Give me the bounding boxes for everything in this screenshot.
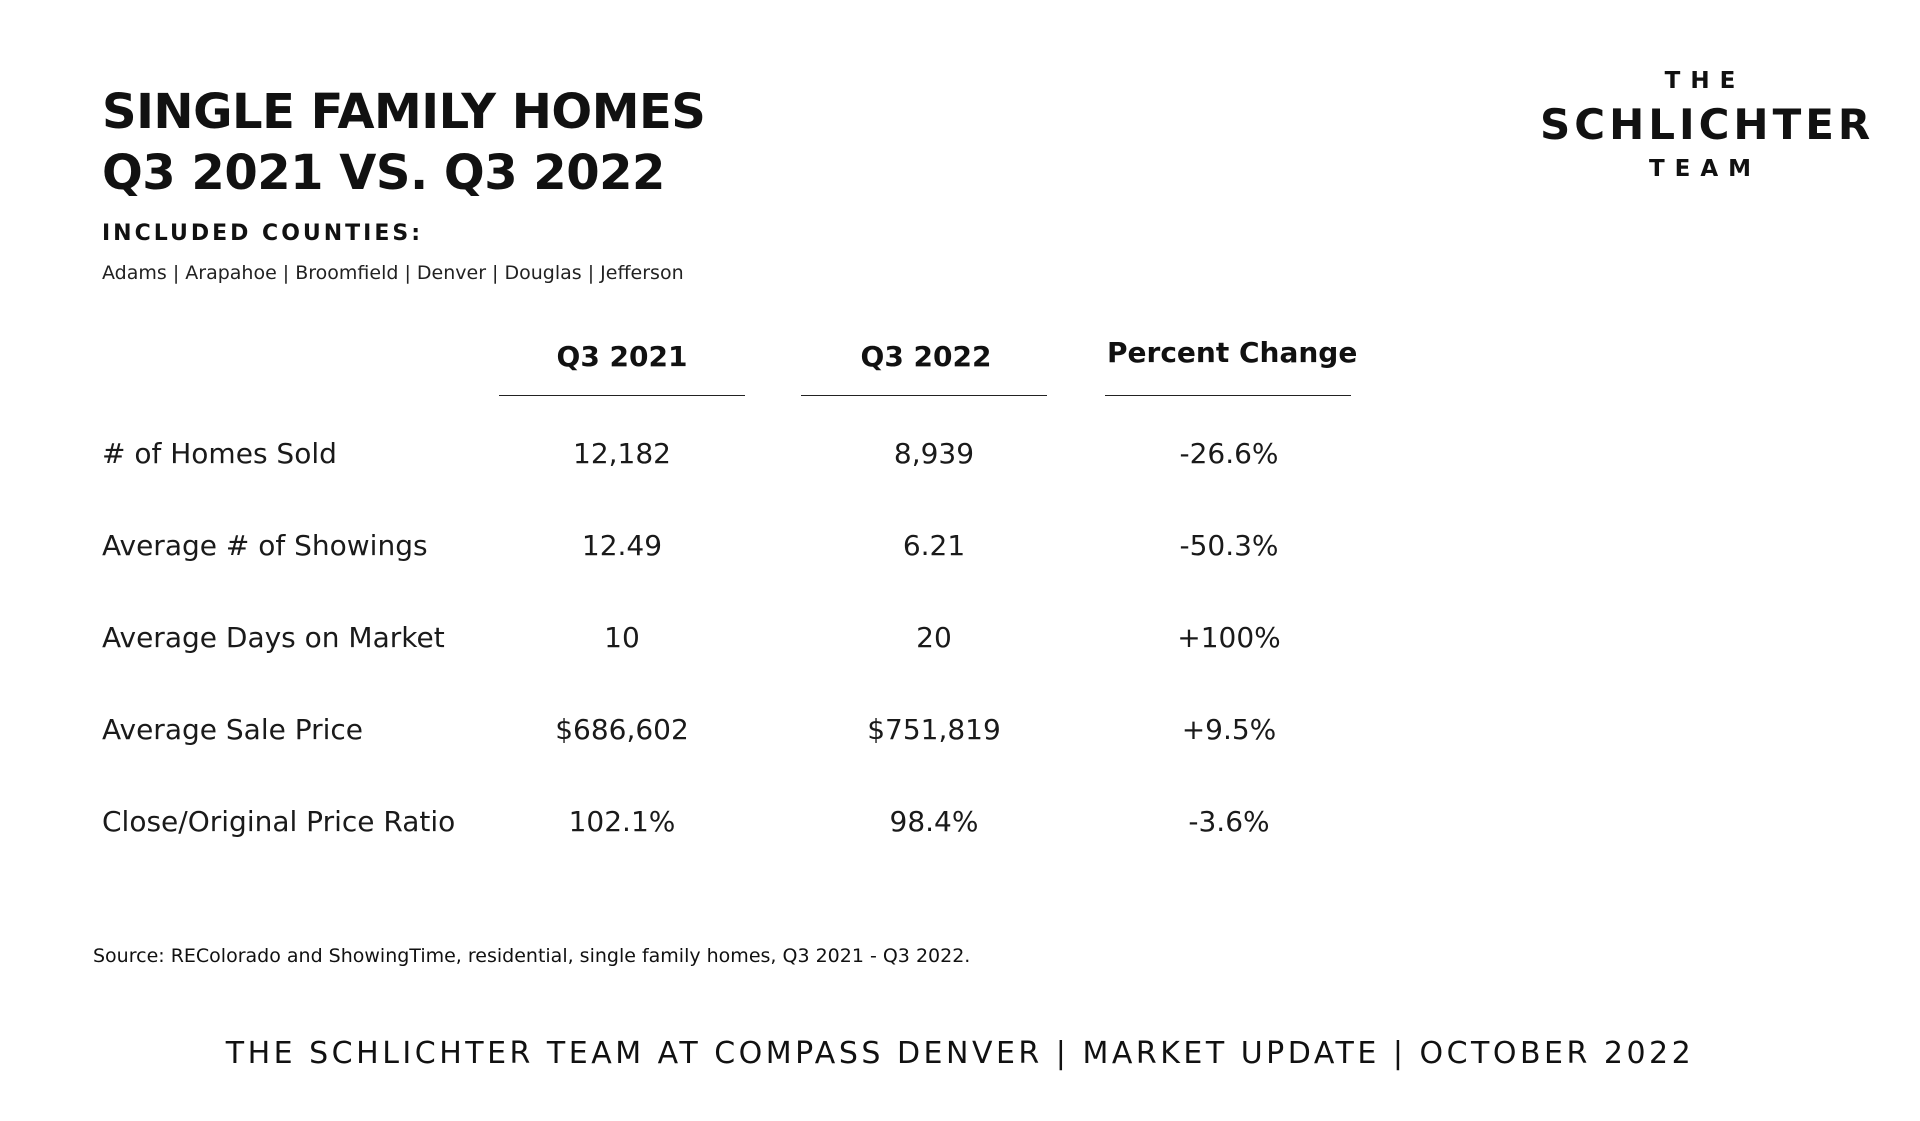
cell-q3-2021: 12.49 — [581, 529, 663, 562]
page-title: SINGLE FAMILY HOMES Q3 2021 VS. Q3 2022 — [102, 82, 706, 204]
column-header-percent-change: Percent Change — [1107, 336, 1358, 369]
cell-percent-change: -3.6% — [1188, 805, 1270, 838]
cell-percent-change: +9.5% — [1181, 713, 1277, 746]
page-footer: THE SCHLICHTER TEAM AT COMPASS DENVER | … — [225, 1036, 1695, 1071]
table-row-homes-sold: # of Homes Sold 12,182 8,939 -26.6% — [102, 437, 1402, 487]
column-rule-percent-change — [1105, 395, 1351, 396]
cell-percent-change: +100% — [1177, 621, 1281, 654]
cell-percent-change: -50.3% — [1179, 529, 1279, 562]
cell-q3-2021: $686,602 — [555, 713, 689, 746]
cell-q3-2021: 102.1% — [568, 805, 676, 838]
source-note: Source: REColorado and ShowingTime, resi… — [93, 945, 971, 967]
column-rule-q3-2021 — [499, 395, 745, 396]
cell-q3-2021: 12,182 — [573, 437, 671, 470]
row-label: Average # of Showings — [102, 529, 428, 562]
cell-q3-2022: $751,819 — [867, 713, 1001, 746]
column-rule-q3-2022 — [801, 395, 1047, 396]
row-label: # of Homes Sold — [102, 437, 337, 470]
logo-top-text: THE — [1664, 68, 1746, 94]
schlichter-team-logo: THE SCHLICHTER TEAM — [1540, 66, 1875, 184]
logo-middle-text: SCHLICHTER — [1540, 100, 1875, 149]
cell-q3-2022: 98.4% — [889, 805, 979, 838]
table-row-showings: Average # of Showings 12.49 6.21 -50.3% — [102, 529, 1402, 579]
counties-heading: INCLUDED COUNTIES: — [102, 221, 424, 246]
cell-q3-2022: 8,939 — [893, 437, 975, 470]
table-row-price-ratio: Close/Original Price Ratio 102.1% 98.4% … — [102, 805, 1402, 855]
cell-percent-change: -26.6% — [1179, 437, 1279, 470]
title-line-2: Q3 2021 VS. Q3 2022 — [102, 145, 665, 201]
cell-q3-2022: 20 — [916, 621, 952, 654]
logo-bottom-text: TEAM — [1648, 156, 1762, 182]
counties-list: Adams | Arapahoe | Broomfield | Denver |… — [102, 262, 684, 284]
title-line-1: SINGLE FAMILY HOMES — [102, 84, 706, 140]
table-row-days-on-market: Average Days on Market 10 20 +100% — [102, 621, 1402, 671]
row-label: Average Sale Price — [102, 713, 364, 746]
column-header-q3-2022: Q3 2022 — [860, 340, 992, 373]
row-label: Close/Original Price Ratio — [102, 805, 456, 838]
table-row-sale-price: Average Sale Price $686,602 $751,819 +9.… — [102, 713, 1402, 763]
column-header-q3-2021: Q3 2021 — [556, 340, 688, 373]
cell-q3-2022: 6.21 — [902, 529, 966, 562]
row-label: Average Days on Market — [102, 621, 445, 654]
cell-q3-2021: 10 — [604, 621, 640, 654]
